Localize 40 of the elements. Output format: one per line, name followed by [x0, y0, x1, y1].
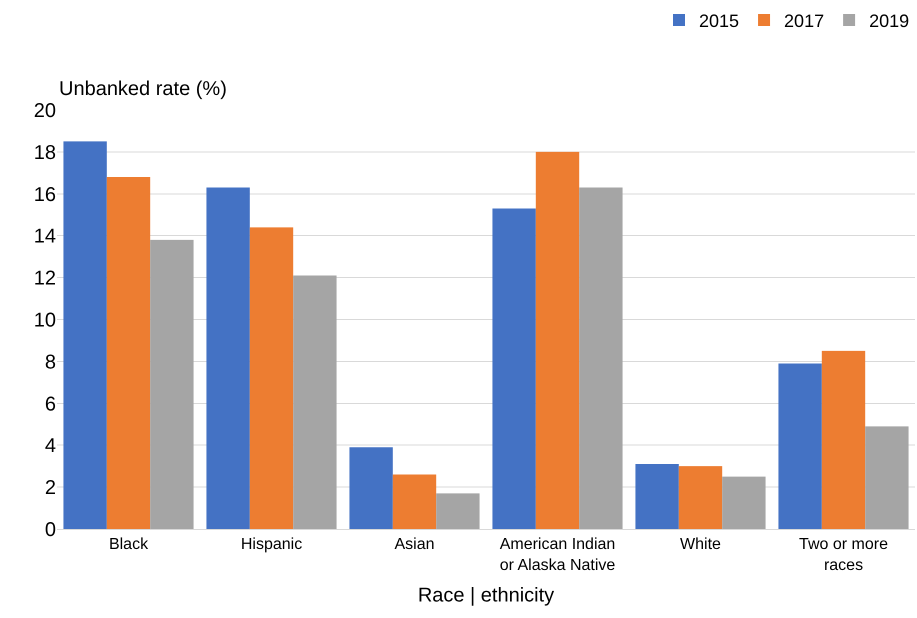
y-tick-label: 6 [44, 393, 56, 416]
bar [150, 240, 194, 529]
x-tick-label: White [680, 536, 722, 554]
x-tick-label: American Indian or Alaska Native [500, 536, 616, 574]
bar [822, 350, 866, 529]
bar [678, 466, 722, 529]
bar [635, 464, 679, 529]
bar [293, 276, 337, 529]
y-tick-label: 18 [34, 142, 56, 164]
bar [492, 208, 536, 529]
y-tick-label: 12 [34, 268, 56, 290]
bar [63, 141, 107, 529]
legend-label: 2017 [784, 10, 824, 31]
y-tick-label: 20 [34, 100, 56, 122]
bar [722, 476, 766, 529]
x-tick-label: Hispanic [240, 536, 302, 554]
bar [865, 426, 909, 529]
y-tick-label: 8 [44, 351, 56, 374]
legend-label: 2019 [869, 10, 910, 31]
y-tick-label: 10 [34, 310, 56, 332]
x-tick-label: Two or more races [799, 536, 888, 574]
x-axis-title: Race | ethnicity [418, 584, 554, 606]
bar [778, 364, 822, 529]
bar [579, 188, 623, 529]
bar [349, 447, 393, 529]
bar [436, 493, 480, 529]
y-tick-label: 0 [44, 519, 56, 541]
y-tick-label: 16 [34, 184, 56, 206]
legend-label: 2015 [699, 10, 740, 31]
bar [206, 188, 250, 529]
bar [536, 152, 580, 529]
y-tick-label: 4 [44, 435, 56, 458]
x-tick-label: Black [108, 536, 150, 554]
x-tick-label: Asian [394, 536, 435, 554]
bar [250, 227, 294, 529]
y-tick-label: 14 [34, 226, 56, 248]
y-tick-label: 2 [44, 477, 56, 500]
bar [392, 474, 436, 529]
bar [106, 177, 150, 529]
y-axis-title: Unbanked rate (%) [59, 78, 227, 100]
